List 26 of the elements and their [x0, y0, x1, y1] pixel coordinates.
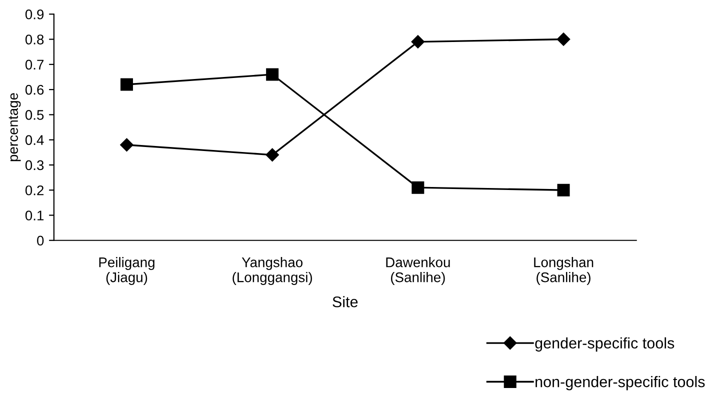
- y-tick-label: 0.9: [25, 9, 44, 20]
- point: [557, 184, 570, 196]
- x-tick-label: Peiligang (Jiagu): [99, 257, 154, 285]
- y-tick-label: 0.1: [25, 210, 44, 220]
- x-tick-label: Yangshao (Longgangsi): [232, 257, 312, 285]
- legend-label: non-gender-specific tools: [536, 376, 705, 390]
- y-tick-label: 0.5: [25, 110, 44, 120]
- y-tick-label: 0.8: [25, 34, 44, 44]
- y-tick-label: 0.7: [25, 60, 44, 70]
- point: [266, 148, 279, 162]
- x-tick-label: Dawenkou (Sanlihe): [386, 257, 450, 285]
- y-tick-label: 0.6: [25, 84, 44, 95]
- y-tick-label: 0.3: [25, 160, 44, 170]
- y-tick-label: 0.2: [25, 185, 44, 196]
- point: [266, 68, 279, 81]
- y-tick-label: 0.4: [25, 135, 44, 145]
- point: [120, 138, 134, 152]
- y-axis-title: percentage: [8, 93, 21, 162]
- x-tick-label: Longshan (Sanlihe): [534, 257, 594, 285]
- y-tick-label: 0: [37, 236, 44, 246]
- legend-label: gender-specific tools: [535, 337, 674, 352]
- x-axis-title: Site: [332, 296, 358, 308]
- point: [411, 35, 425, 48]
- point: [120, 78, 133, 91]
- point: [556, 32, 570, 46]
- point: [412, 181, 424, 194]
